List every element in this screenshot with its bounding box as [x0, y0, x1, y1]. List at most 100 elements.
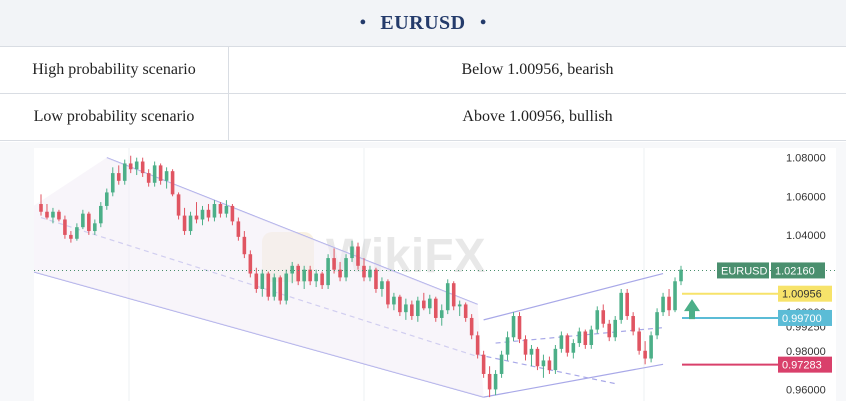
candle-body	[565, 335, 570, 353]
candle-body	[613, 319, 618, 338]
candle-body	[87, 213, 91, 232]
candle-body	[451, 283, 456, 307]
candle-body	[338, 269, 342, 278]
candle-body	[356, 246, 360, 266]
candle-body	[374, 269, 378, 289]
candle-body	[595, 310, 600, 330]
level-label: 0.97283	[782, 360, 822, 372]
chart-area: WikiFX 1.080001.060001.040001.000000.992…	[34, 148, 836, 401]
candle-body	[433, 298, 438, 318]
candle-body	[314, 273, 318, 282]
level-tag	[778, 309, 832, 326]
candle-body	[152, 165, 157, 183]
candle-body	[427, 298, 432, 309]
candle-body	[260, 273, 265, 289]
candle-body	[230, 205, 235, 222]
candle-body	[140, 161, 145, 174]
y-axis: 1.080001.060001.040001.000000.992500.980…	[717, 153, 832, 396]
candle-body	[404, 304, 408, 313]
table-row: High probability scenario Below 1.00956,…	[0, 47, 846, 94]
candle-body	[386, 281, 390, 305]
candle-body	[416, 300, 420, 317]
title-bar: • EURUSD •	[0, 0, 846, 47]
channel-line	[483, 363, 664, 398]
candle-body	[445, 283, 450, 311]
candle-body	[553, 348, 558, 371]
candle-body	[643, 350, 647, 359]
candle-body	[649, 335, 653, 359]
candle-body	[392, 296, 396, 305]
candle-body	[350, 246, 354, 259]
candle-body	[463, 304, 468, 318]
candle-body	[75, 227, 79, 239]
candle-body	[559, 335, 564, 349]
candle-body	[481, 354, 486, 374]
candle-body	[188, 215, 193, 232]
current-price-symbol-tag	[717, 262, 769, 279]
candle-body	[93, 223, 97, 232]
candle-body	[302, 269, 306, 282]
candle-body	[541, 360, 546, 367]
candle-body	[51, 211, 55, 218]
candle-body	[475, 335, 480, 355]
candles	[39, 155, 683, 398]
candle-body	[206, 209, 211, 218]
levels	[34, 269, 836, 366]
candle-body	[104, 192, 109, 206]
candle-body	[529, 348, 534, 355]
candle-body	[170, 171, 175, 195]
y-tick-label: 1.08000	[786, 153, 826, 165]
candle-body	[619, 292, 623, 320]
candle-body	[284, 273, 289, 301]
y-tick-label: 0.96000	[786, 384, 826, 396]
candle-body	[158, 165, 163, 181]
level-label: 1.00956	[782, 289, 822, 301]
candle-body	[368, 269, 372, 278]
scenario-value: Below 1.00956, bearish	[461, 61, 614, 78]
candle-body	[607, 323, 612, 338]
channel-line	[477, 354, 616, 385]
candle-body	[577, 331, 582, 344]
candle-body	[661, 296, 665, 313]
title-bullet-right: •	[479, 11, 487, 34]
candle-body	[266, 273, 271, 297]
candle-body	[410, 304, 414, 317]
candle-body	[326, 258, 330, 286]
candle-body	[194, 215, 199, 220]
candle-body	[380, 281, 384, 289]
candle-body	[63, 219, 67, 235]
y-tick-label: 1.06000	[786, 191, 826, 203]
candle-body	[69, 234, 73, 239]
candle-body	[679, 269, 683, 282]
candle-body	[589, 329, 594, 345]
candle-body	[110, 173, 115, 193]
chart-panel: WikiFX 1.080001.060001.040001.000000.992…	[0, 142, 846, 401]
candle-body	[517, 316, 522, 340]
candle-body	[122, 163, 127, 181]
candle-body	[667, 296, 671, 311]
candle-body	[81, 213, 85, 228]
candle-body	[200, 209, 205, 220]
candle-body	[290, 265, 295, 274]
candle-body	[487, 373, 492, 390]
candle-body	[571, 343, 576, 353]
candle-body	[212, 204, 217, 218]
channel-line	[483, 272, 664, 321]
candle-body	[493, 373, 498, 390]
candle-body	[39, 204, 43, 212]
candle-body	[469, 317, 474, 336]
candle-body	[637, 331, 641, 351]
candle-body	[164, 171, 169, 181]
level-tag	[778, 285, 832, 302]
candle-body	[362, 265, 366, 278]
scenario-value: Above 1.00956, bullish	[462, 108, 613, 125]
candle-body	[254, 273, 259, 289]
page-title: EURUSD	[380, 11, 466, 34]
candle-body	[583, 331, 588, 345]
candle-body	[320, 273, 324, 286]
candle-body	[296, 265, 300, 282]
current-price-symbol: EURUSD	[721, 265, 768, 277]
candle-body	[278, 277, 283, 301]
candle-body	[655, 312, 659, 336]
current-price-value: 1.02160	[775, 265, 815, 277]
